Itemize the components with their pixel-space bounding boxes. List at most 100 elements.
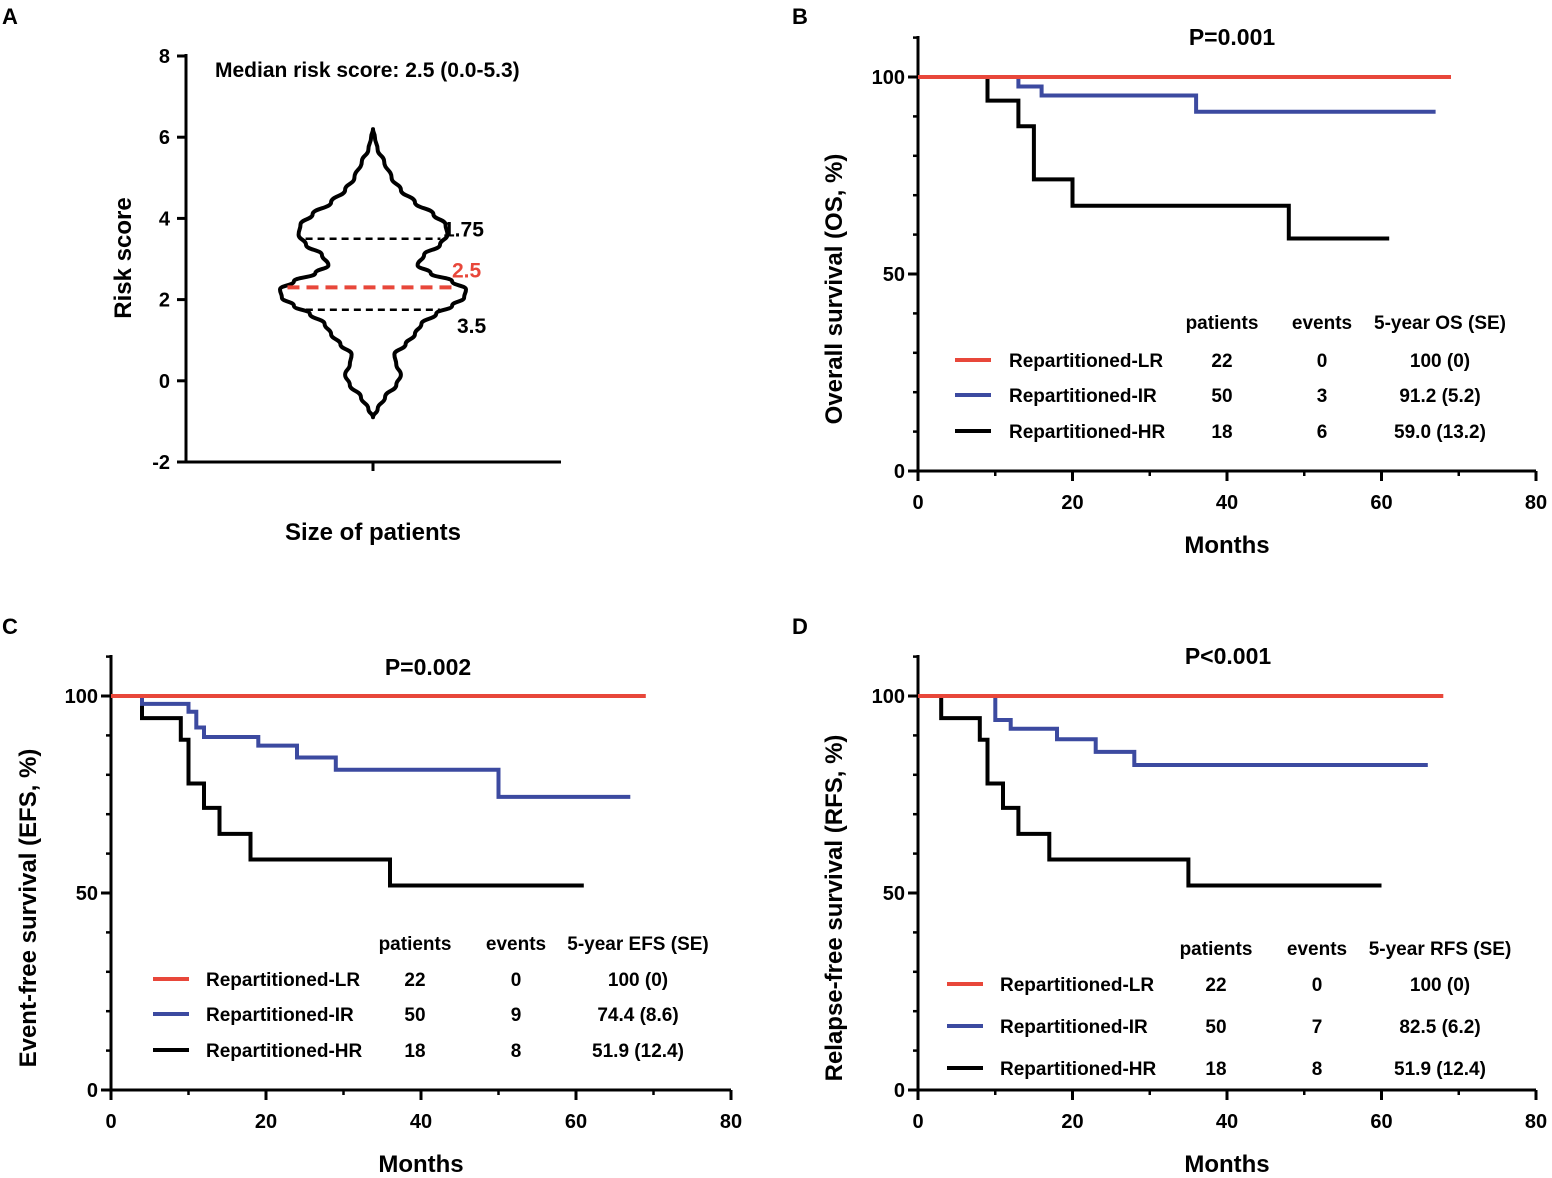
y-tick-label: 0 (894, 1080, 905, 1102)
y-axis-title: Risk score (110, 197, 137, 318)
x-tick-label: 60 (1370, 1111, 1392, 1133)
p-value-title: P=0.001 (1189, 24, 1276, 50)
table-cell-events: 6 (1317, 422, 1328, 443)
x-tick-label: 80 (720, 1111, 742, 1133)
table-cell-events: 9 (511, 1005, 522, 1026)
table-header: events (486, 934, 546, 955)
legend-label: Repartitioned-IR (1000, 1017, 1148, 1038)
table-cell-events: 8 (1312, 1059, 1323, 1080)
legend-label: Repartitioned-HR (1000, 1059, 1157, 1080)
x-tick-label: 0 (105, 1111, 116, 1133)
x-tick-label: 60 (565, 1111, 587, 1133)
legend-label: Repartitioned-LR (206, 970, 360, 991)
y-axis-title: Event-free survival (EFS, %) (15, 749, 42, 1068)
km-line-repartitioned-ir (111, 694, 631, 799)
x-tick-label: 0 (912, 1111, 923, 1133)
table-header: patients (1180, 939, 1253, 960)
legend-label: Repartitioned-LR (1000, 975, 1154, 996)
table-cell-events: 7 (1312, 1017, 1323, 1038)
y-tick-label: 0 (894, 461, 905, 483)
table-cell-patients: 18 (1211, 422, 1232, 443)
x-tick-label: 20 (1061, 1111, 1083, 1133)
y-axis-title: Overall survival (OS, %) (821, 154, 848, 425)
table-header: events (1292, 313, 1352, 334)
violin-shape (278, 127, 468, 420)
table-cell-events: 3 (1317, 386, 1328, 407)
panel-letter: A (2, 4, 18, 29)
y-tick-label: 100 (65, 686, 98, 708)
km-line-repartitioned-ir (918, 694, 1428, 767)
table-cell-rate: 59.0 (13.2) (1394, 422, 1486, 443)
p-value-title: P<0.001 (1185, 643, 1272, 669)
table-header: 5-year RFS (SE) (1369, 939, 1512, 960)
legend-label: Repartitioned-HR (1009, 422, 1166, 443)
table-header: 5-year EFS (SE) (567, 934, 709, 955)
x-tick-label: 20 (1061, 492, 1083, 514)
table-header: 5-year OS (SE) (1374, 313, 1506, 334)
table-cell-rate: 100 (0) (1410, 975, 1470, 996)
y-tick-label: 2 (159, 290, 170, 312)
table-header: patients (379, 934, 452, 955)
quartile-label: 1.75 (443, 219, 484, 242)
panel-a: A -2 0 2 4 6 8 Median risk score: 2.5 (0.0-5.3)… (2, 4, 561, 546)
x-tick-label: 40 (1216, 492, 1238, 514)
legend-label: Repartitioned-IR (1009, 386, 1157, 407)
y-tick-label: 0 (87, 1080, 98, 1102)
y-tick-label: -2 (152, 452, 170, 474)
y-tick-label: 50 (76, 883, 98, 905)
y-tick-label: 8 (159, 46, 170, 68)
y-tick-label: 50 (883, 883, 905, 905)
x-axis-title: Size of patients (285, 519, 461, 546)
y-tick-label: 6 (159, 127, 170, 149)
km-line-repartitioned-ir (918, 75, 1436, 114)
table-cell-rate: 91.2 (5.2) (1399, 386, 1480, 407)
table-cell-patients: 50 (1205, 1017, 1226, 1038)
x-axis-title: Months (1184, 1151, 1269, 1178)
table-cell-rate: 100 (0) (608, 970, 668, 991)
y-tick-label: 100 (872, 67, 905, 89)
quartile-label: 3.5 (457, 315, 487, 338)
table-cell-patients: 50 (1211, 386, 1232, 407)
quartile-label: 2.5 (452, 259, 482, 282)
x-tick-label: 0 (912, 492, 923, 514)
table-cell-patients: 50 (404, 1005, 425, 1026)
table-cell-rate: 74.4 (8.6) (597, 1005, 678, 1026)
km-line-repartitioned-hr (918, 694, 1382, 888)
x-tick-label: 80 (1525, 492, 1547, 514)
table-cell-rate: 51.9 (12.4) (1394, 1059, 1486, 1080)
panel-letter: B (792, 4, 808, 29)
table-cell-events: 0 (1317, 351, 1328, 372)
y-tick-label: 4 (159, 208, 171, 230)
table-cell-patients: 22 (1211, 351, 1232, 372)
table-cell-rate: 51.9 (12.4) (592, 1041, 684, 1062)
table-cell-events: 0 (511, 970, 522, 991)
y-axis-title: Relapse-free survival (RFS, %) (821, 735, 848, 1082)
table-cell-patients: 22 (404, 970, 425, 991)
table-header: patients (1186, 313, 1259, 334)
table-cell-rate: 82.5 (6.2) (1399, 1017, 1480, 1038)
x-axis-title: Months (1184, 532, 1269, 559)
table-cell-patients: 18 (404, 1041, 425, 1062)
x-axis-title: Months (378, 1151, 463, 1178)
y-tick-label: 100 (872, 686, 905, 708)
p-value-title: P=0.002 (385, 654, 471, 680)
table-cell-patients: 22 (1205, 975, 1226, 996)
panel-letter: C (2, 614, 18, 639)
legend-label: Repartitioned-LR (1009, 351, 1163, 372)
x-tick-label: 80 (1525, 1111, 1547, 1133)
legend-label: Repartitioned-IR (206, 1005, 354, 1026)
y-tick-label: 50 (883, 264, 905, 286)
table-header: events (1287, 939, 1347, 960)
table-cell-patients: 18 (1205, 1059, 1226, 1080)
legend-label: Repartitioned-HR (206, 1041, 363, 1062)
x-tick-label: 40 (1216, 1111, 1238, 1133)
km-line-repartitioned-hr (111, 694, 584, 888)
table-cell-events: 8 (511, 1041, 522, 1062)
chart-title: Median risk score: 2.5 (0.0-5.3) (215, 59, 520, 82)
table-cell-rate: 100 (0) (1410, 351, 1470, 372)
x-tick-label: 40 (410, 1111, 432, 1133)
